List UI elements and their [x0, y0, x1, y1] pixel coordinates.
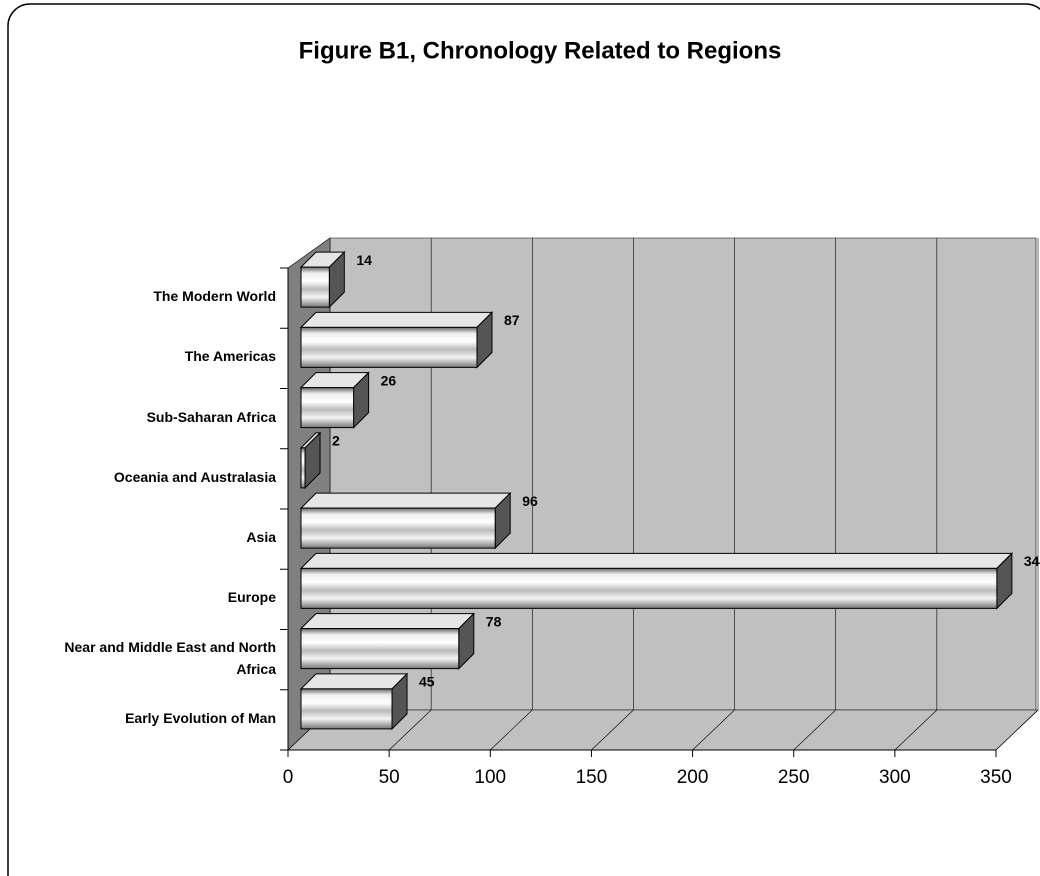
y-tick-label: Sub-Saharan Africa — [146, 408, 276, 425]
bar-top — [299, 552, 1014, 569]
bar — [300, 688, 393, 730]
value-label: 78 — [486, 613, 502, 629]
value-label: 45 — [419, 674, 435, 690]
grid-line — [995, 709, 1039, 751]
value-label: 14 — [356, 252, 372, 268]
x-tick-label: 250 — [778, 767, 810, 788]
grid-line — [591, 709, 634, 751]
y-tick-label: The Modern World — [153, 288, 276, 305]
y-tick-label: Oceania and Australasia — [113, 468, 276, 485]
grid-line — [793, 709, 836, 751]
value-label: 87 — [504, 312, 520, 328]
bar-top — [299, 492, 512, 509]
y-tick-label: Early Evolution of Man — [125, 709, 276, 726]
bar — [300, 447, 306, 489]
bar — [300, 567, 998, 609]
y-tick-label: Asia — [246, 529, 276, 546]
bar — [300, 628, 460, 670]
y-tick-label: Europe — [227, 589, 276, 606]
y-tick-label: The Americas — [184, 348, 276, 365]
grid-line — [894, 709, 938, 751]
bar-top — [299, 311, 494, 328]
chart-title: Figure B1, Chronology Related to Regions — [299, 37, 782, 64]
bar — [300, 326, 478, 368]
x-tick-label: 300 — [879, 767, 911, 788]
bar — [300, 507, 496, 549]
x-tick-label: 50 — [379, 767, 400, 788]
value-label: 26 — [381, 372, 397, 388]
value-label: 344 — [1024, 553, 1040, 569]
grid-line — [388, 709, 432, 751]
x-tick-label: 350 — [980, 767, 1012, 788]
value-label: 2 — [332, 433, 340, 449]
bar — [300, 387, 355, 429]
x-tick-label: 200 — [677, 767, 709, 788]
bar-top — [299, 673, 409, 690]
bar — [300, 266, 330, 308]
value-label: 96 — [522, 493, 538, 509]
x-tick-label: 150 — [576, 767, 608, 788]
bar-top — [299, 613, 475, 630]
grid-line — [490, 709, 533, 751]
x-tick-label: 0 — [283, 767, 294, 788]
grid-line — [692, 709, 735, 751]
y-tick-label: Near and Middle East and North Africa — [64, 638, 276, 677]
x-tick-label: 100 — [474, 767, 506, 788]
